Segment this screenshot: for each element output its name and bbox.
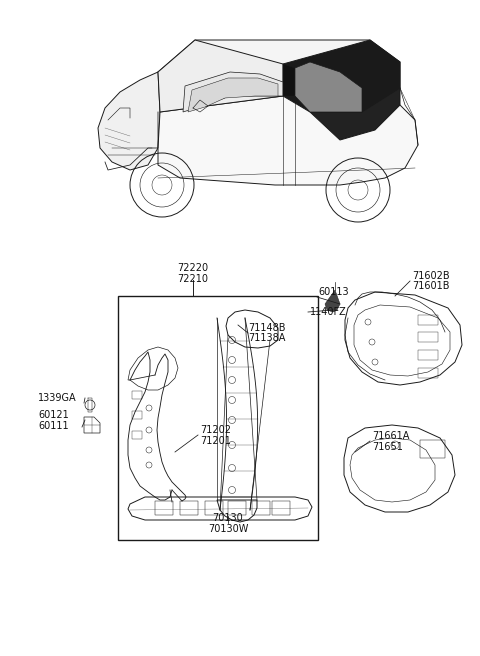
Text: 71651: 71651	[372, 442, 403, 452]
Bar	[132, 431, 142, 439]
Text: 72210: 72210	[178, 274, 208, 284]
Bar	[272, 501, 290, 515]
Bar	[418, 350, 438, 360]
Text: 71202: 71202	[200, 425, 231, 435]
Polygon shape	[188, 78, 278, 112]
Polygon shape	[183, 72, 283, 112]
Polygon shape	[158, 96, 418, 185]
Polygon shape	[98, 72, 160, 170]
Text: 70130: 70130	[213, 513, 243, 523]
Text: 71138A: 71138A	[248, 333, 286, 343]
Text: 71601B: 71601B	[412, 281, 449, 291]
Bar	[155, 501, 173, 515]
Text: 72220: 72220	[178, 263, 209, 273]
Bar	[132, 411, 142, 419]
Polygon shape	[325, 290, 340, 312]
Bar	[118, 296, 318, 540]
Bar	[418, 332, 438, 342]
Bar	[132, 391, 142, 399]
Bar	[180, 501, 198, 515]
Bar	[228, 501, 246, 515]
Polygon shape	[310, 88, 400, 140]
Text: 60113: 60113	[318, 287, 348, 297]
Text: 1140FZ: 1140FZ	[310, 307, 347, 317]
Text: 71148B: 71148B	[248, 323, 286, 333]
Text: 71661A: 71661A	[372, 431, 409, 441]
Polygon shape	[295, 62, 362, 112]
Polygon shape	[158, 40, 283, 112]
Text: 60111: 60111	[38, 421, 69, 431]
Bar	[205, 501, 223, 515]
Bar	[418, 315, 438, 325]
Polygon shape	[283, 40, 400, 112]
Bar	[420, 440, 445, 458]
Bar	[252, 501, 270, 515]
Text: 1339GA: 1339GA	[38, 393, 77, 403]
Text: 70130W: 70130W	[208, 524, 248, 534]
Bar	[418, 368, 438, 378]
Text: 60121: 60121	[38, 410, 69, 420]
Polygon shape	[158, 40, 400, 112]
Polygon shape	[283, 64, 295, 96]
Text: 71602B: 71602B	[412, 271, 450, 281]
Text: 71201: 71201	[200, 436, 231, 446]
